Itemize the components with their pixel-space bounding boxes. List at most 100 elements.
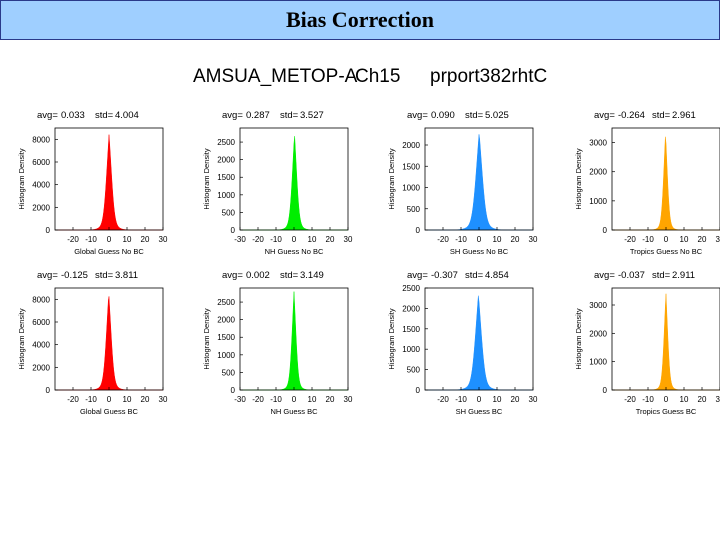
x-tick-label: -20 [252, 235, 264, 244]
x-tick-label: -20 [67, 395, 79, 404]
y-tick-label: 2000 [32, 363, 50, 372]
avg-label: avg= [37, 110, 58, 121]
x-tick-label: 30 [529, 235, 538, 244]
x-axis-label: Global Guess No BC [74, 247, 144, 256]
y-tick-label: 1000 [217, 351, 235, 360]
y-tick-label: 0 [416, 226, 421, 235]
y-tick-label: 1000 [589, 358, 607, 367]
x-tick-label: 0 [107, 235, 112, 244]
x-tick-label: -20 [624, 235, 636, 244]
histogram-area [240, 291, 348, 391]
y-tick-label: 8000 [32, 295, 50, 304]
std-label: std= [652, 110, 671, 121]
x-tick-label: 0 [664, 395, 669, 404]
x-tick-label: -10 [642, 395, 654, 404]
x-tick-label: 30 [344, 235, 353, 244]
std-label: std= [95, 270, 114, 281]
y-axis-label: Histogram Density [17, 148, 26, 210]
histogram-area [612, 136, 720, 231]
x-axis-label: Global Guess BC [80, 407, 139, 416]
x-tick-label: -20 [624, 395, 636, 404]
y-tick-label: 2500 [217, 298, 235, 307]
std-value: 2.911 [672, 270, 695, 281]
x-axis-label: NH Guess BC [270, 407, 318, 416]
y-tick-label: 8000 [32, 135, 50, 144]
x-tick-label: -10 [85, 395, 97, 404]
y-axis-label: Histogram Density [202, 148, 211, 210]
x-axis-label: Tropics Guess No BC [630, 247, 703, 256]
avg-value: -0.264 [618, 110, 645, 121]
x-tick-label: 20 [698, 395, 707, 404]
x-tick-label: -10 [85, 235, 97, 244]
x-tick-label: 20 [511, 235, 520, 244]
avg-value: 0.002 [246, 270, 270, 281]
x-tick-label: 20 [141, 235, 150, 244]
y-tick-label: 2000 [217, 316, 235, 325]
histogram-area [425, 295, 533, 391]
y-tick-label: 3000 [589, 139, 607, 148]
x-tick-label: 0 [292, 395, 297, 404]
x-tick-label: -20 [437, 395, 449, 404]
x-tick-label: -10 [642, 235, 654, 244]
y-tick-label: 6000 [32, 318, 50, 327]
y-tick-label: 2000 [217, 156, 235, 165]
x-tick-label: -20 [67, 235, 79, 244]
y-tick-label: 1500 [217, 173, 235, 182]
x-axis-label: Tropics Guess BC [636, 407, 697, 416]
avg-label: avg= [407, 270, 428, 281]
x-tick-label: 10 [680, 235, 689, 244]
y-tick-label: 2500 [402, 284, 420, 293]
std-label: std= [280, 110, 299, 121]
std-label: std= [652, 270, 671, 281]
y-tick-label: 0 [603, 226, 608, 235]
y-tick-label: 0 [46, 386, 51, 395]
x-tick-label: -20 [252, 395, 264, 404]
y-axis-label: Histogram Density [574, 308, 583, 370]
std-label: std= [280, 270, 299, 281]
avg-value: 0.287 [246, 110, 270, 121]
std-value: 3.149 [300, 270, 324, 281]
std-label: std= [465, 270, 484, 281]
y-tick-label: 0 [231, 226, 236, 235]
y-tick-label: 1000 [402, 345, 420, 354]
x-axis-label: NH Guess No BC [265, 247, 324, 256]
y-tick-label: 1000 [402, 184, 420, 193]
y-tick-label: 2000 [589, 329, 607, 338]
avg-label: avg= [594, 270, 615, 281]
x-tick-label: 20 [511, 395, 520, 404]
x-tick-label: 30 [716, 395, 720, 404]
y-tick-label: 2000 [402, 141, 420, 150]
x-tick-label: 10 [680, 395, 689, 404]
x-tick-label: -20 [437, 235, 449, 244]
x-tick-label: 20 [326, 235, 335, 244]
x-tick-label: 30 [529, 395, 538, 404]
avg-value: -0.307 [431, 270, 458, 281]
y-tick-label: 3000 [589, 301, 607, 310]
avg-label: avg= [594, 110, 615, 121]
avg-label: avg= [222, 270, 243, 281]
figure-title: AMSUA_METOP-A Ch15 prport382rhtC [0, 66, 720, 96]
histogram-area [612, 293, 720, 391]
avg-label: avg= [37, 270, 58, 281]
x-tick-label: 20 [698, 235, 707, 244]
y-tick-label: 2000 [32, 203, 50, 212]
y-axis-label: Histogram Density [387, 148, 396, 210]
y-tick-label: 2000 [402, 304, 420, 313]
std-value: 4.854 [485, 270, 509, 281]
avg-label: avg= [407, 110, 428, 121]
y-tick-label: 2500 [217, 138, 235, 147]
histogram-area [240, 136, 348, 231]
x-tick-label: 20 [141, 395, 150, 404]
x-tick-label: -30 [234, 395, 246, 404]
x-axis-label: SH Guess No BC [450, 247, 509, 256]
y-axis-label: Histogram Density [387, 308, 396, 370]
x-tick-label: -10 [270, 235, 282, 244]
x-tick-label: 10 [123, 235, 132, 244]
y-tick-label: 2000 [589, 168, 607, 177]
x-tick-label: -10 [270, 395, 282, 404]
x-tick-label: 10 [308, 395, 317, 404]
x-tick-label: 10 [493, 395, 502, 404]
y-axis-label: Histogram Density [202, 308, 211, 370]
slide-title-bar: Bias Correction [0, 0, 720, 40]
